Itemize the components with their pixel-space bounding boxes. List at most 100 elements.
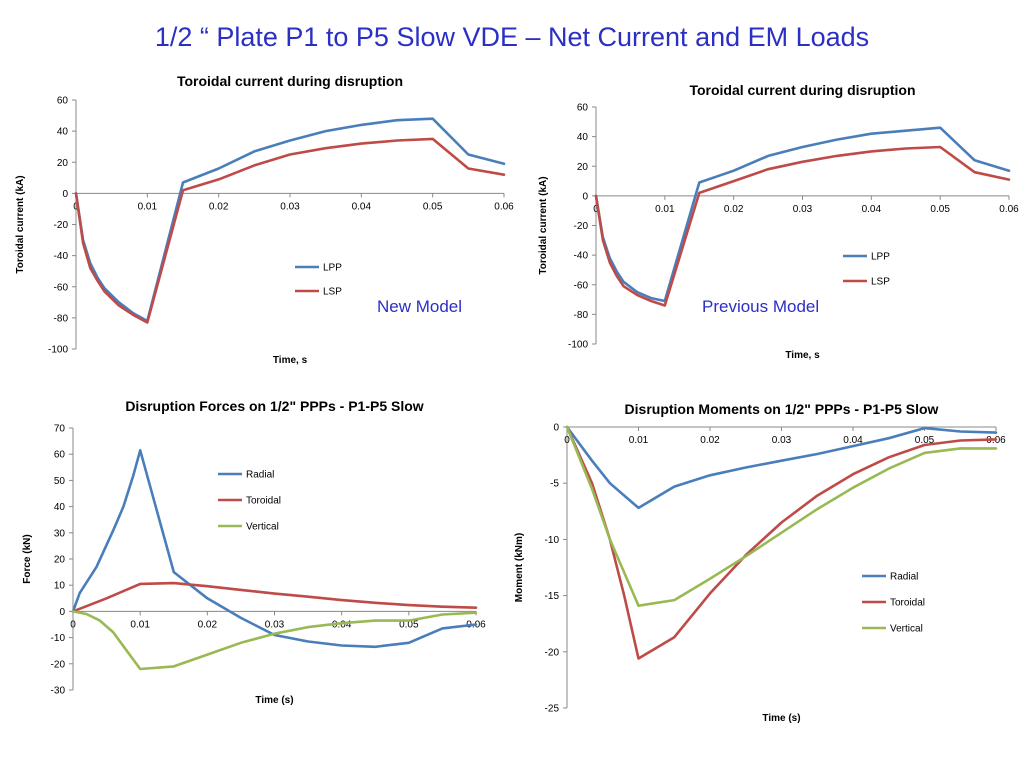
x-tick-label: 0.03 <box>772 435 792 446</box>
y-axis-title: Toroidal current (kA) <box>538 176 549 274</box>
x-tick-label: 0.04 <box>332 619 352 630</box>
y-tick-label: -40 <box>574 251 589 262</box>
y-tick-label: -40 <box>54 251 69 262</box>
x-tick-label: 0.04 <box>862 204 882 215</box>
y-tick-label: -20 <box>51 659 66 670</box>
new-model-label: New Model <box>377 297 463 316</box>
y-tick-label: -20 <box>574 221 589 232</box>
series-line-radial <box>71 448 478 649</box>
y-tick-label: -10 <box>545 535 560 546</box>
x-tick-label: 0.01 <box>655 204 675 215</box>
y-tick-label: -60 <box>54 282 69 293</box>
series-line-toroidal <box>71 581 478 613</box>
series-line-lsp <box>594 145 1011 307</box>
chart-svg: Disruption Forces on 1/2" PPPs - P1-P5 S… <box>22 398 486 706</box>
x-tick-label: 0.02 <box>198 619 218 630</box>
y-axis-title: Force (kN) <box>22 534 33 583</box>
x-tick-label: 0.04 <box>352 201 372 212</box>
y-tick-label: 0 <box>59 607 65 618</box>
y-tick-label: -100 <box>568 340 588 351</box>
y-tick-label: 40 <box>577 132 589 143</box>
x-tick-label: 0.03 <box>793 204 813 215</box>
x-axis-title: Time (s) <box>762 713 800 724</box>
series-line-lpp <box>594 126 1011 303</box>
x-tick-label: 0.02 <box>724 204 744 215</box>
chart-disruption-moments: Disruption Moments on 1/2" PPPs - P1-P5 … <box>510 398 1024 733</box>
y-tick-label: 10 <box>54 581 66 592</box>
legend-label-vertical: Vertical <box>246 522 279 533</box>
y-tick-label: -20 <box>54 220 69 231</box>
x-tick-label: 0.05 <box>399 619 419 630</box>
chart-disruption-forces: Disruption Forces on 1/2" PPPs - P1-P5 S… <box>0 395 520 715</box>
chart-svg: Disruption Moments on 1/2" PPPs - P1-P5 … <box>514 401 1006 724</box>
legend-label-toroidal: Toroidal <box>246 496 281 507</box>
legend-label-lpp: LPP <box>323 263 342 274</box>
legend-label-radial: Radial <box>246 470 274 481</box>
legend-label-lsp: LSP <box>871 277 890 288</box>
chart-title: Toroidal current during disruption <box>689 82 915 98</box>
x-tick-label: 0.01 <box>130 619 150 630</box>
y-tick-label: -60 <box>574 280 589 291</box>
x-axis-title: Time, s <box>785 350 820 361</box>
x-tick-label: 0.06 <box>999 204 1019 215</box>
y-tick-label: 60 <box>577 103 589 114</box>
previous-model-label: Previous Model <box>702 297 820 316</box>
x-tick-label: 0.02 <box>700 435 720 446</box>
y-tick-label: 20 <box>57 158 69 169</box>
x-tick-label: 0 <box>70 619 76 630</box>
y-tick-label: -80 <box>574 310 589 321</box>
x-tick-label: 0 <box>564 435 570 446</box>
y-tick-label: 0 <box>553 423 559 434</box>
x-tick-label: 0.05 <box>915 435 935 446</box>
legend-label-vertical: Vertical <box>890 624 923 635</box>
slide-title: 1/2 “ Plate P1 to P5 Slow VDE – Net Curr… <box>154 22 870 52</box>
y-tick-label: -15 <box>545 591 560 602</box>
y-tick-label: -25 <box>545 704 560 715</box>
series-line-vertical <box>565 425 998 607</box>
y-tick-label: 70 <box>54 424 66 435</box>
x-tick-label: 0.05 <box>930 204 950 215</box>
x-tick-label: 0.01 <box>138 201 158 212</box>
y-tick-label: -20 <box>545 647 560 658</box>
x-tick-label: 0.03 <box>265 619 285 630</box>
y-tick-label: 50 <box>54 476 66 487</box>
x-tick-label: 0 <box>593 204 599 215</box>
x-axis-title: Time, s <box>273 355 308 366</box>
y-tick-label: 20 <box>54 555 66 566</box>
x-tick-label: 0.03 <box>280 201 300 212</box>
chart-toroidal-current-previous: Toroidal current during disruption -100 -8… <box>520 80 1024 370</box>
y-tick-label: 0 <box>62 189 68 200</box>
chart-title: Toroidal current during disruption <box>177 73 403 89</box>
x-tick-label: 0 <box>73 201 79 212</box>
y-tick-label: -80 <box>54 313 69 324</box>
legend-label-lsp: LSP <box>323 287 342 298</box>
x-tick-label: 0.05 <box>423 201 443 212</box>
y-axis-title: Toroidal current (kA) <box>15 175 26 273</box>
y-tick-label: -5 <box>550 479 559 490</box>
chart-title: Disruption Moments on 1/2" PPPs - P1-P5 … <box>625 401 939 417</box>
chart-title: Disruption Forces on 1/2" PPPs - P1-P5 S… <box>125 398 423 414</box>
y-tick-label: -10 <box>51 633 66 644</box>
series-line-lsp <box>74 137 506 324</box>
y-tick-label: -30 <box>51 686 66 697</box>
x-tick-label: 0.04 <box>843 435 863 446</box>
legend-label-radial: Radial <box>890 572 918 583</box>
series-line-radial <box>565 425 998 510</box>
y-tick-label: 60 <box>57 96 69 107</box>
x-tick-label: 0.01 <box>629 435 649 446</box>
y-tick-label: 40 <box>57 127 69 138</box>
series-line-vertical <box>71 610 478 671</box>
legend-label-lpp: LPP <box>871 252 890 263</box>
y-tick-label: 20 <box>577 162 589 173</box>
chart-svg: Toroidal current during disruption -100 -8… <box>15 73 514 366</box>
chart-svg: Toroidal current during disruption -100 -8… <box>538 82 1019 361</box>
x-axis-title: Time (s) <box>255 695 293 706</box>
x-tick-label: 0.06 <box>494 201 514 212</box>
legend-label-toroidal: Toroidal <box>890 598 925 609</box>
y-tick-label: 40 <box>54 502 66 513</box>
y-tick-label: 30 <box>54 528 66 539</box>
chart-toroidal-current-new: Toroidal current during disruption -100 -8… <box>0 72 520 377</box>
y-tick-label: 0 <box>582 191 588 202</box>
y-tick-label: 60 <box>54 450 66 461</box>
y-tick-label: -100 <box>48 345 68 356</box>
